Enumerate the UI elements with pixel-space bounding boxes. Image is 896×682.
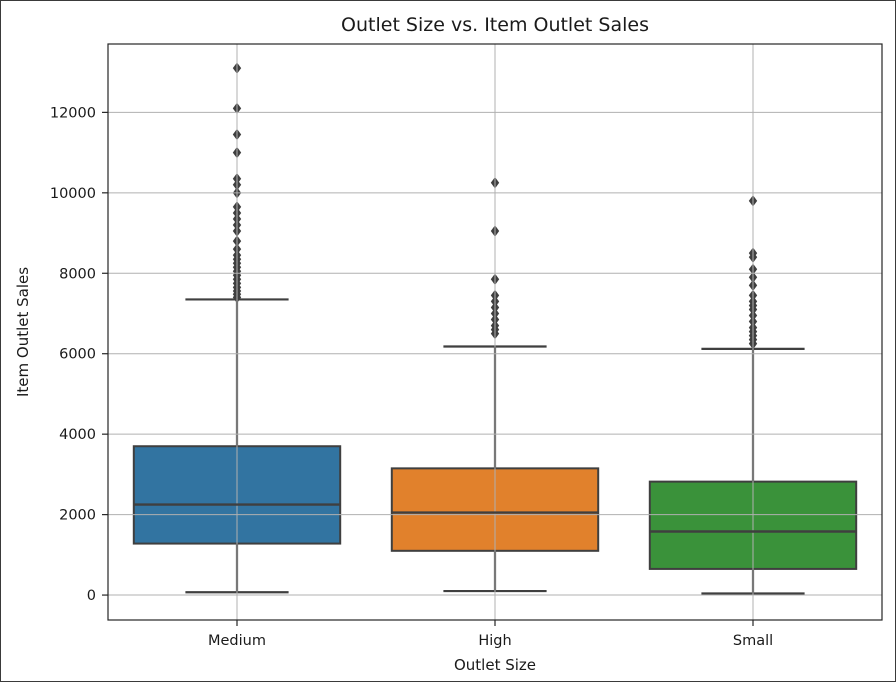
y-tick-label: 6000	[59, 347, 96, 363]
plot-area	[102, 43, 883, 626]
x-axis-label: Outlet Size	[454, 656, 536, 674]
chart-title: Outlet Size vs. Item Outlet Sales	[341, 14, 649, 36]
x-tick-label: High	[478, 633, 511, 649]
y-axis-label: Item Outlet Sales	[14, 267, 32, 397]
y-tick-label: 2000	[59, 508, 96, 524]
x-tick-label: Medium	[208, 633, 266, 649]
y-tick-label: 10000	[50, 186, 96, 202]
x-tick-label: Small	[733, 633, 773, 649]
y-tick-label: 12000	[50, 105, 96, 121]
y-tick-label: 8000	[59, 266, 96, 282]
y-tick-label: 4000	[59, 427, 96, 443]
y-tick-label: 0	[87, 588, 96, 604]
